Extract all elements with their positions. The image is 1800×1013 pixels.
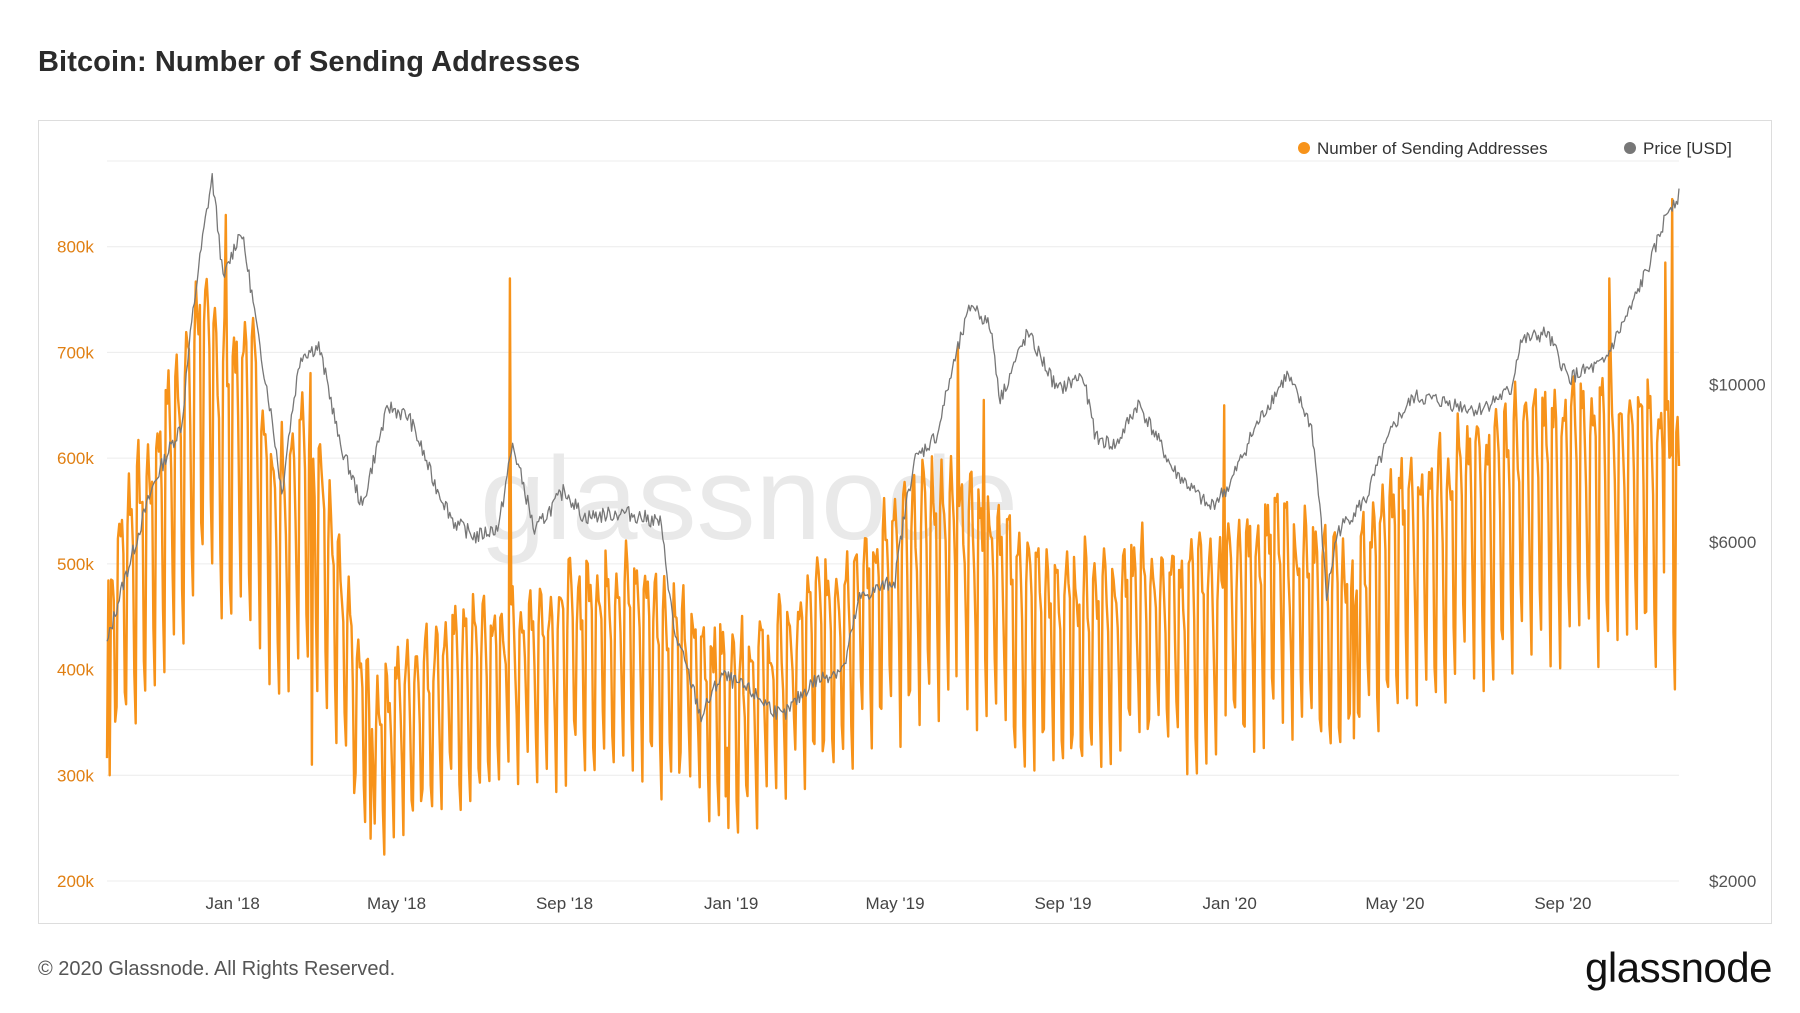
x-tick-label: May '18	[367, 894, 426, 913]
x-tick-label: May '20	[1365, 894, 1424, 913]
legend-price-marker	[1624, 142, 1636, 154]
brand-logo[interactable]: glassnode	[1585, 944, 1772, 991]
y-left-tick-label: 500k	[57, 555, 94, 574]
legend-price-label[interactable]: Price [USD]	[1643, 139, 1732, 158]
y-left-tick-label: 700k	[57, 343, 94, 362]
y-right-tick-label: $10000	[1709, 375, 1766, 394]
series-price-line[interactable]	[106, 173, 1680, 723]
chart-legend[interactable]: Number of Sending Addresses Price [USD]	[1298, 139, 1732, 158]
x-tick-label: Jan '18	[206, 894, 260, 913]
x-tick-label: Jan '20	[1203, 894, 1257, 913]
y-right-tick-label: $6000	[1709, 533, 1756, 552]
y-right-tick-label: $2000	[1709, 872, 1756, 891]
x-tick-label: Jan '19	[704, 894, 758, 913]
copyright-text: © 2020 Glassnode. All Rights Reserved.	[38, 958, 396, 980]
x-tick-label: Sep '19	[1034, 894, 1091, 913]
series-sending-addresses-line[interactable]	[105, 197, 1681, 856]
y-left-tick-label: 200k	[57, 872, 94, 891]
y-left-tick-label: 300k	[57, 766, 94, 785]
legend-sending-marker	[1298, 142, 1310, 154]
x-tick-label: Sep '18	[536, 894, 593, 913]
page-title: Bitcoin: Number of Sending Addresses	[38, 46, 581, 78]
y-left-tick-label: 600k	[57, 449, 94, 468]
legend-sending-label[interactable]: Number of Sending Addresses	[1317, 139, 1548, 158]
chart-frame: glassnode 200k 300k 400k 500k 600k 700k 800k $…	[38, 120, 1772, 924]
y-left-tick-label: 800k	[57, 238, 94, 257]
x-tick-label: Sep '20	[1534, 894, 1591, 913]
x-tick-label: May '19	[866, 894, 925, 913]
y-left-tick-label: 400k	[57, 661, 94, 680]
